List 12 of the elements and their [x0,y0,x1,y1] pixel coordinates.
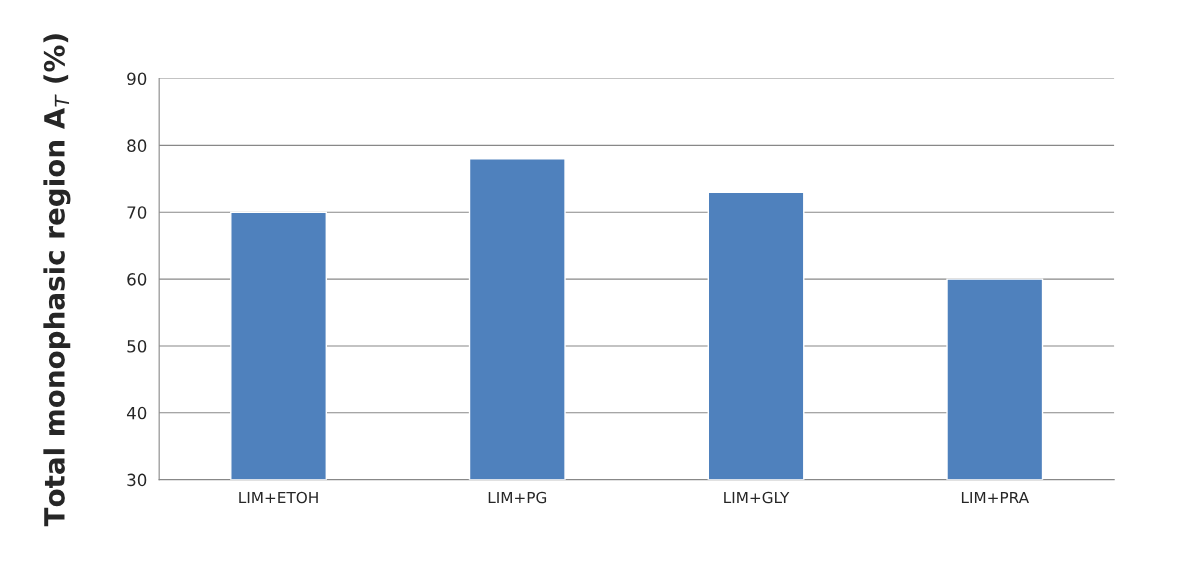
y-tick-label: 50 [127,339,147,353]
y-tick-label: 40 [126,406,147,420]
y-tick-label: 60 [127,273,147,286]
y-tick-label: 80 [127,139,147,152]
x-tick-label: LIM+ETOH [239,491,318,504]
y-tick-label: 90 [127,72,147,86]
y-tick-label: 30 [127,473,147,487]
y-tick-label: 70 [127,206,147,219]
y-axis-title: Total monophasic region A$_{T}$ (%) [43,34,71,527]
x-tick-label: LIM+GLY [724,491,790,504]
x-tick-label: LIM+PG [488,491,547,504]
x-tick-label: LIM+PRA [961,491,1029,504]
